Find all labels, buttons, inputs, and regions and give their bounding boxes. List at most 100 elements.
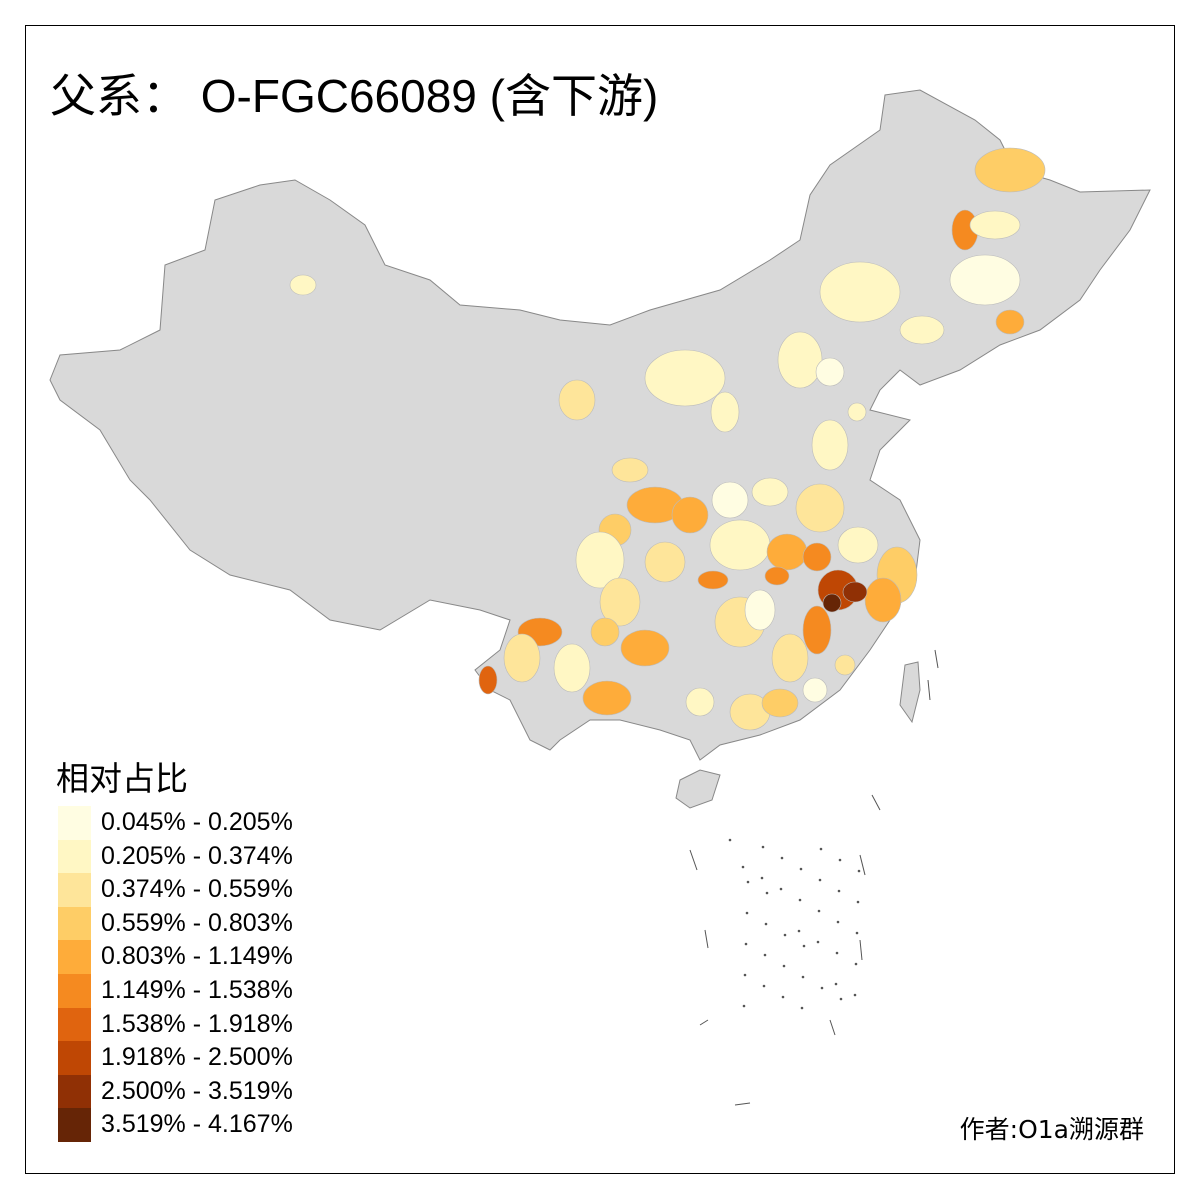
- legend-item: 0.374% - 0.559%: [58, 873, 358, 908]
- region-polygon: [644, 349, 726, 407]
- island-dot: [765, 891, 769, 895]
- legend-swatch: [58, 974, 91, 1008]
- legend-swatch: [58, 1007, 91, 1042]
- region-polygon: [802, 542, 832, 572]
- region-polygon: [864, 577, 902, 623]
- legend-label: 1.918% - 2.500%: [101, 1043, 293, 1072]
- legend-item: 1.149% - 1.538%: [58, 974, 358, 1008]
- region-polygon: [764, 566, 790, 586]
- legend-swatch: [58, 1074, 91, 1109]
- island-dot: [744, 942, 748, 946]
- island-mark: [871, 794, 881, 811]
- region-polygon: [711, 481, 749, 519]
- legend-label: 0.045% - 0.205%: [101, 808, 293, 836]
- island-dot: [783, 933, 787, 937]
- legend-item: 0.803% - 1.149%: [58, 940, 358, 975]
- island-dot: [779, 887, 783, 891]
- island-mark: [734, 1102, 751, 1106]
- map-title: 父系： O-FGC66089 (含下游): [50, 70, 659, 122]
- island-dot: [781, 995, 785, 999]
- island-dot: [728, 838, 732, 842]
- legend-label: 1.538% - 1.918%: [101, 1009, 293, 1038]
- island-dot: [741, 865, 745, 869]
- legend-item: 1.918% - 2.500%: [58, 1041, 358, 1076]
- island-dot: [817, 909, 821, 913]
- region-polygon: [766, 533, 808, 571]
- legend-swatch: [58, 1108, 91, 1143]
- island-dot: [802, 944, 806, 948]
- legend-label: 0.559% - 0.803%: [101, 908, 293, 937]
- region-polygon: [899, 315, 945, 345]
- island-dot: [838, 858, 842, 862]
- island-mark: [829, 1019, 836, 1036]
- region-polygon: [697, 570, 729, 590]
- island-dot: [800, 1006, 804, 1010]
- legend-swatch: [58, 806, 91, 840]
- island-mark: [704, 929, 709, 949]
- legend-title: 相对占比: [56, 759, 188, 798]
- region-polygon: [802, 677, 828, 703]
- legend-item: 3.519% - 4.167%: [58, 1108, 358, 1143]
- region-polygon: [995, 309, 1025, 335]
- region-polygon: [837, 526, 879, 564]
- island-dot: [839, 997, 843, 1001]
- region-polygon: [842, 581, 868, 603]
- island-mark: [859, 854, 866, 876]
- region-polygon: [815, 357, 845, 387]
- island-dot: [837, 889, 841, 893]
- island-dot: [762, 984, 766, 988]
- legend-item: 1.538% - 1.918%: [58, 1007, 358, 1042]
- island-dot: [742, 1004, 746, 1008]
- region-polygon: [822, 593, 842, 613]
- legend-label: 2.500% - 3.519%: [101, 1076, 293, 1105]
- legend-swatch: [58, 1041, 91, 1076]
- region-polygon: [611, 457, 649, 483]
- region-polygon: [582, 680, 632, 716]
- island-dot: [856, 900, 860, 904]
- region-polygon: [969, 210, 1021, 240]
- legend-swatch: [58, 906, 91, 941]
- region-polygon: [974, 147, 1046, 193]
- island-dot: [818, 878, 822, 882]
- region-polygon: [847, 402, 867, 422]
- region-polygon: [289, 274, 317, 296]
- region-polygon: [558, 379, 596, 421]
- region-polygon: [553, 643, 591, 693]
- island-dot: [816, 940, 820, 944]
- region-polygon: [671, 496, 709, 534]
- island-dot: [834, 982, 838, 986]
- region-polygon: [710, 391, 740, 433]
- island-dot: [820, 986, 824, 990]
- region-polygon: [503, 633, 541, 683]
- island-dot: [799, 867, 803, 871]
- island-dot: [797, 929, 801, 933]
- island-mark: [699, 1019, 709, 1026]
- legend-label: 0.205% - 0.374%: [101, 841, 293, 870]
- region-polygon: [771, 633, 809, 683]
- island-dot: [760, 876, 764, 880]
- island-dot: [745, 911, 749, 915]
- legend-swatch: [58, 940, 91, 975]
- island-dot: [763, 953, 767, 957]
- island-dot: [798, 898, 802, 902]
- legend-item: 0.045% - 0.205%: [58, 806, 358, 840]
- island-mark: [934, 649, 939, 669]
- island-dot: [743, 973, 747, 977]
- legend-swatch: [58, 873, 91, 908]
- region-polygon: [709, 519, 771, 571]
- region-polygon: [777, 331, 823, 389]
- island-dot: [801, 975, 805, 979]
- legend-label: 0.374% - 0.559%: [101, 875, 293, 904]
- legend-item: 0.559% - 0.803%: [58, 906, 358, 941]
- south-sea-islands: [689, 649, 939, 1106]
- island-dot: [835, 951, 839, 955]
- region-polygon: [834, 654, 856, 676]
- region-polygon: [802, 605, 832, 655]
- legend-label: 1.149% - 1.538%: [101, 976, 293, 1004]
- region-polygon: [599, 577, 641, 627]
- author-credit: 作者:O1a溯源群: [959, 1115, 1144, 1144]
- legend-label: 3.519% - 4.167%: [101, 1110, 293, 1139]
- region-layer: [289, 147, 1046, 731]
- legend-item: 2.500% - 3.519%: [58, 1074, 358, 1109]
